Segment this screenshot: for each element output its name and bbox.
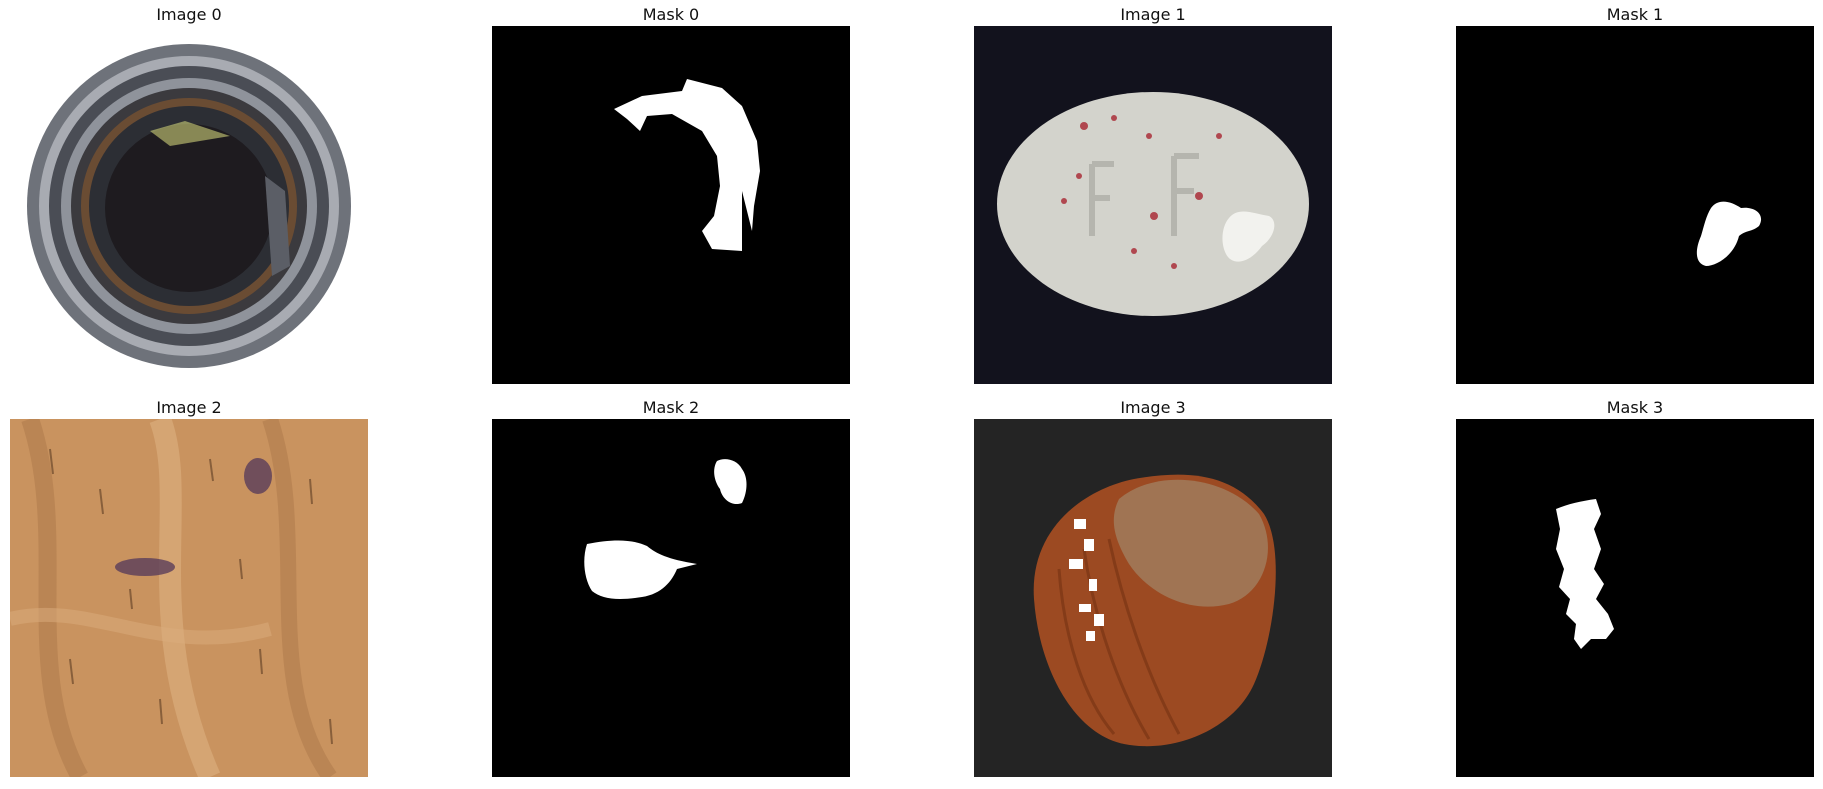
wood-photo (10, 419, 368, 777)
mask-image (1456, 26, 1814, 384)
panel-title: Mask 2 (642, 398, 700, 417)
mask-image (492, 26, 850, 384)
panel-title: Image 0 (156, 5, 222, 24)
pill-photo (974, 26, 1332, 384)
panel-title: Image 3 (1120, 398, 1186, 417)
mask-image (492, 419, 850, 777)
hazelnut-photo (974, 419, 1332, 777)
bottle-photo (10, 26, 368, 384)
panel-title: Mask 0 (642, 5, 700, 24)
panel-title: Mask 3 (1606, 398, 1664, 417)
panel-title: Image 1 (1120, 5, 1186, 24)
panel-title: Mask 1 (1606, 5, 1664, 24)
panel-title: Image 2 (156, 398, 222, 417)
mask-image (1456, 419, 1814, 777)
